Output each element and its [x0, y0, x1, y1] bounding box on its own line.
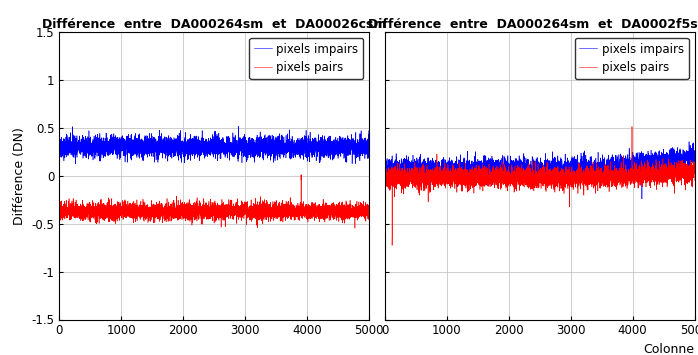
pixels impairs — [635, 166, 644, 171]
pixels impairs — [690, 156, 698, 160]
pixels pairs — [257, 214, 265, 218]
pixels pairs — [611, 179, 620, 184]
pixels pairs — [174, 218, 182, 223]
Y-axis label: Différence (DN): Différence (DN) — [13, 127, 26, 225]
Text: Colonne: Colonne — [644, 343, 695, 355]
pixels pairs — [310, 207, 318, 211]
pixels pairs — [241, 202, 249, 206]
Legend: pixels impairs, pixels pairs: pixels impairs, pixels pairs — [574, 38, 689, 79]
pixels pairs — [55, 211, 64, 215]
pixels impairs — [365, 149, 373, 154]
Line: pixels pairs: pixels pairs — [385, 127, 695, 245]
pixels pairs — [499, 180, 507, 184]
pixels pairs — [437, 176, 445, 181]
pixels impairs — [71, 162, 80, 166]
pixels pairs — [388, 243, 396, 247]
pixels impairs — [499, 165, 507, 170]
pixels impairs — [235, 124, 243, 129]
pixels impairs — [112, 133, 120, 138]
pixels impairs — [685, 140, 693, 144]
pixels pairs — [286, 211, 295, 215]
Line: pixels impairs: pixels impairs — [59, 126, 369, 164]
pixels pairs — [582, 179, 591, 184]
pixels impairs — [55, 142, 64, 147]
pixels impairs — [638, 197, 646, 201]
pixels pairs — [628, 125, 636, 129]
pixels pairs — [112, 202, 120, 206]
pixels impairs — [566, 159, 574, 163]
pixels impairs — [437, 170, 445, 174]
pixels impairs — [310, 137, 318, 141]
pixels impairs — [380, 170, 389, 175]
pixels impairs — [241, 155, 249, 159]
pixels pairs — [566, 170, 574, 174]
pixels pairs — [690, 178, 698, 182]
pixels pairs — [350, 226, 359, 230]
Line: pixels impairs: pixels impairs — [385, 142, 695, 199]
Line: pixels pairs: pixels pairs — [59, 175, 369, 228]
pixels impairs — [611, 164, 620, 168]
pixels pairs — [365, 206, 373, 211]
pixels pairs — [635, 173, 644, 177]
pixels pairs — [380, 176, 389, 181]
pixels impairs — [257, 139, 265, 143]
Title: Différence  entre  DA000264sm  et  DA00026csm: Différence entre DA000264sm et DA00026cs… — [42, 18, 387, 31]
pixels impairs — [286, 155, 295, 160]
pixels pairs — [297, 173, 305, 177]
Legend: pixels impairs, pixels pairs: pixels impairs, pixels pairs — [249, 38, 363, 79]
pixels impairs — [582, 166, 591, 171]
pixels impairs — [174, 133, 182, 137]
Title: Différence  entre  DA000264sm  et  DA0002f5sm: Différence entre DA000264sm et DA0002f5s… — [369, 18, 698, 31]
